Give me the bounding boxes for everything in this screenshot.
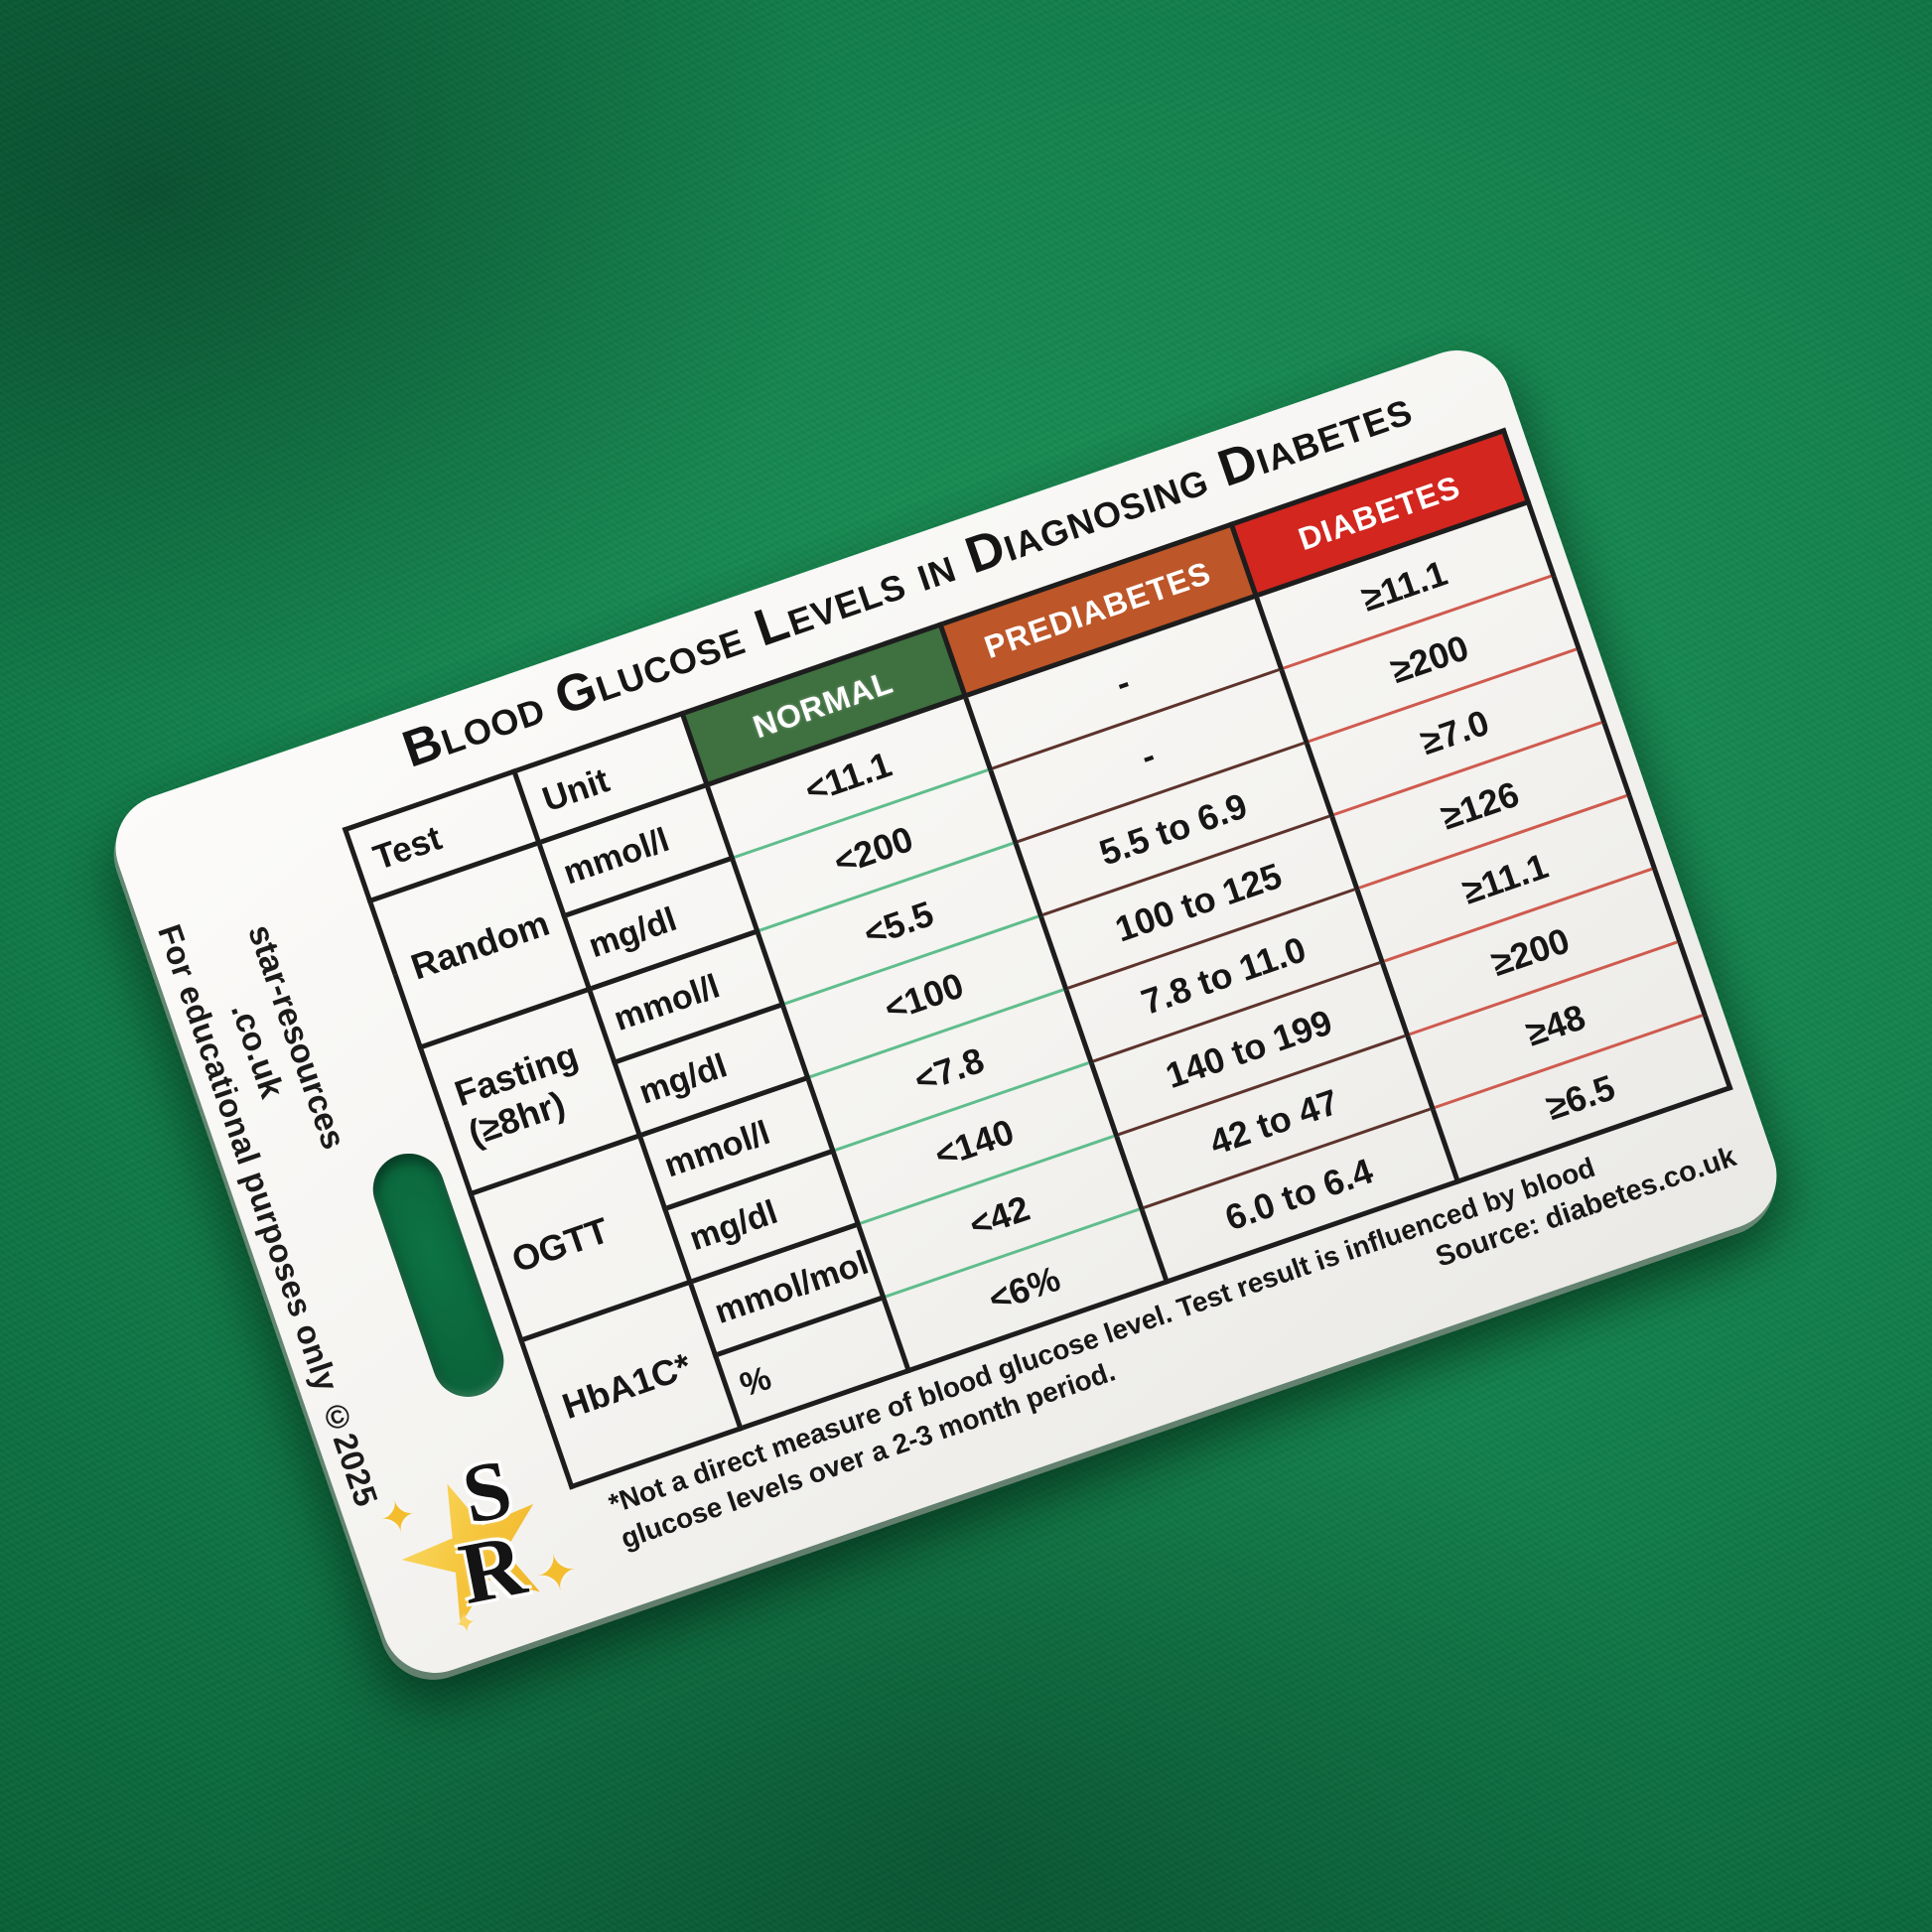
sparkle-icon: ✦: [531, 1542, 584, 1604]
star-resources-logo: ✦ ✦ ✦ S R: [373, 1439, 596, 1665]
glucose-table: Test Unit NORMAL PREDIABETES DIABETES Ra…: [343, 428, 1733, 1490]
test-label: OGTT: [506, 1208, 615, 1281]
sparkle-icon: ✦: [375, 1489, 421, 1546]
test-label: Random: [405, 901, 555, 988]
glucose-table-grid: Test Unit NORMAL PREDIABETES DIABETES Ra…: [343, 428, 1733, 1490]
test-label: HbA1C*: [556, 1344, 697, 1427]
reference-card: Blood Glucose Levels in Diagnosing Diabe…: [100, 336, 1792, 1688]
